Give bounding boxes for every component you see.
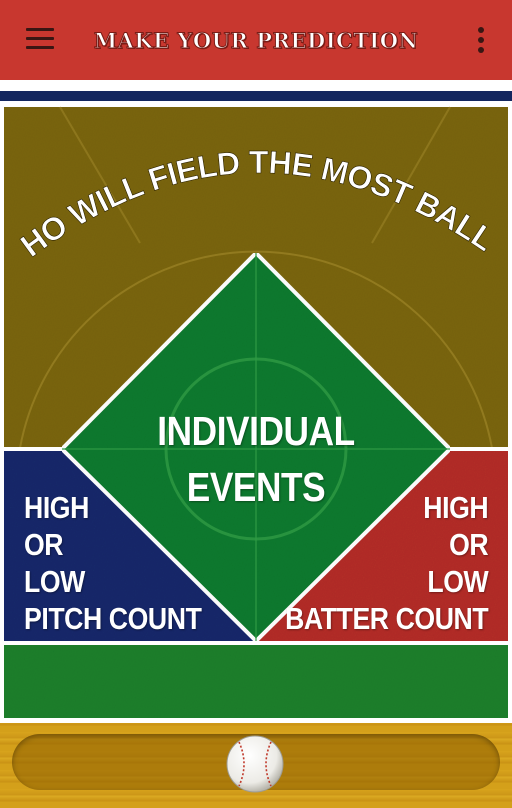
app-bar: MAKE YOUR PREDICTION xyxy=(0,0,512,80)
right-line-1: HIGH xyxy=(423,490,488,525)
center-line-1: INDIVIDUAL xyxy=(157,408,355,454)
hamburger-menu-icon[interactable] xyxy=(26,28,54,50)
left-line-2: OR xyxy=(24,527,64,562)
left-line-1: HIGH xyxy=(24,490,89,525)
right-line-4: BATTER COUNT xyxy=(284,601,489,636)
grass-strip xyxy=(4,645,508,718)
center-line-2: EVENTS xyxy=(186,464,326,510)
more-vert-icon[interactable] xyxy=(474,27,488,53)
right-line-2: OR xyxy=(448,527,489,562)
batter-count-panel[interactable] xyxy=(256,449,508,641)
pitch-count-panel[interactable] xyxy=(4,449,256,641)
left-line-4: PITCH COUNT xyxy=(24,601,202,636)
foul-line-right xyxy=(371,106,451,244)
pitch-count-label[interactable]: HIGH OR LOW PITCH COUNT xyxy=(24,489,202,637)
foul-line-left xyxy=(59,106,141,244)
header-stripe xyxy=(0,91,512,101)
right-line-3: LOW xyxy=(427,564,488,599)
individual-events-label[interactable]: INDIVIDUAL EVENTS xyxy=(148,403,365,515)
left-line-3: LOW xyxy=(24,564,85,599)
field-illustration: WHO WILL FIELD THE MOST BALLS? xyxy=(0,103,508,722)
prediction-field: WHO WILL FIELD THE MOST BALLS? INDIVIDUA… xyxy=(0,103,512,723)
baseball-icon[interactable] xyxy=(225,734,285,794)
batter-count-label[interactable]: HIGH OR LOW BATTER COUNT xyxy=(284,489,489,637)
page-title: MAKE YOUR PREDICTION xyxy=(93,28,419,54)
